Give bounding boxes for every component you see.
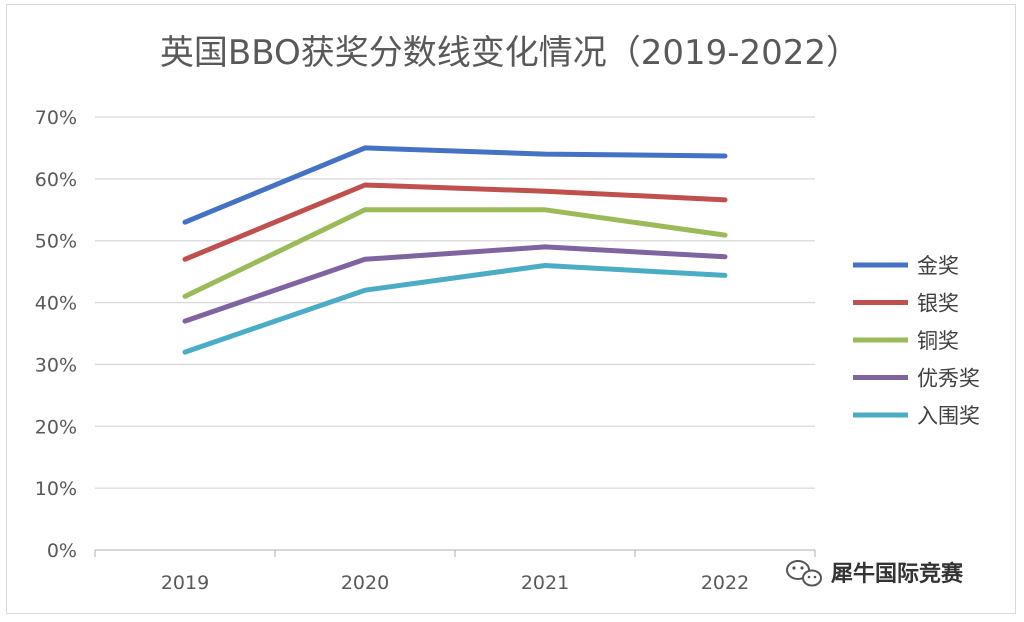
legend-label: 金奖 bbox=[917, 254, 959, 278]
legend-label: 优秀奖 bbox=[917, 367, 980, 391]
series-line bbox=[182, 182, 728, 262]
grid-lines bbox=[95, 116, 815, 489]
legend-label: 银奖 bbox=[917, 292, 959, 316]
x-tick-label: 2019 bbox=[161, 572, 209, 594]
chart-frame bbox=[6, 4, 1016, 614]
series-line bbox=[182, 263, 728, 355]
y-tick-label: 0% bbox=[47, 540, 77, 562]
legend-label: 铜奖 bbox=[917, 329, 959, 353]
series-lines bbox=[182, 145, 728, 355]
axes: 0% 10% 20% 30% 40% 50% 60% 70% 2019 2020 2021 2022 bbox=[35, 107, 816, 594]
wechat-icon bbox=[786, 560, 822, 587]
x-tick-label: 2021 bbox=[521, 572, 569, 594]
legend-label: 入围奖 bbox=[917, 404, 980, 428]
x-tick-label: 2022 bbox=[701, 572, 749, 594]
y-tick-label: 40% bbox=[35, 293, 77, 315]
y-tick-label: 70% bbox=[35, 107, 77, 129]
series-line bbox=[182, 207, 728, 299]
y-tick-label: 20% bbox=[35, 416, 77, 438]
y-tick-label: 30% bbox=[35, 354, 77, 376]
series-line bbox=[182, 145, 728, 225]
chart-title: 英国BBO获奖分数线变化情况（2019-2022） bbox=[160, 33, 860, 73]
y-tick-label: 10% bbox=[35, 478, 77, 500]
watermark-text: 犀牛国际竞赛 bbox=[831, 561, 964, 587]
y-tick-label: 50% bbox=[35, 231, 77, 253]
y-tick-label: 60% bbox=[35, 169, 77, 191]
series-line bbox=[182, 244, 728, 324]
watermark: 犀牛国际竞赛 bbox=[786, 560, 964, 587]
x-tick-label: 2020 bbox=[341, 572, 389, 594]
